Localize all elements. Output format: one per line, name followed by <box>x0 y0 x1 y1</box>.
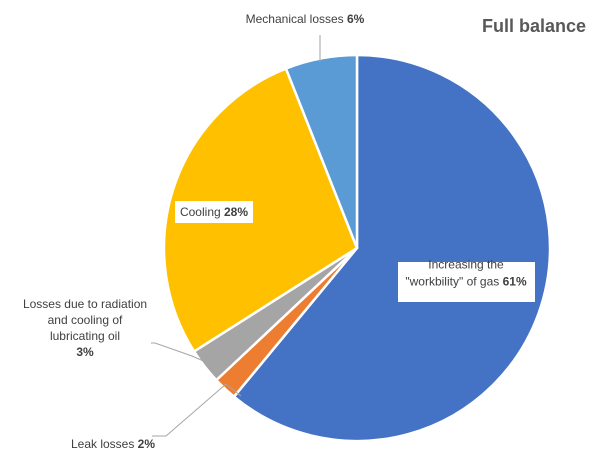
pie-slice <box>232 53 552 443</box>
data-label-value: 61% <box>499 275 527 289</box>
data-label-text: lubricating oil <box>50 329 120 343</box>
data-label: Leak losses 2% <box>71 437 155 450</box>
data-label-box <box>175 201 253 223</box>
data-label: Losses due to radiation and cooling of lub… <box>23 297 147 359</box>
data-label-text: Cooling <box>180 205 221 219</box>
leader-line <box>152 383 242 437</box>
data-label-text: Increasing the <box>428 258 504 272</box>
data-label: Increasing the "workbility" of gas 61% <box>405 258 527 289</box>
data-label-box <box>398 262 535 302</box>
data-label-text: Losses due to radiation <box>23 297 147 311</box>
data-label-text: and cooling of <box>48 313 123 327</box>
pie-slice <box>284 53 359 250</box>
leader-line <box>151 342 209 364</box>
pie-slice <box>162 67 359 353</box>
chart-title: Full balance <box>482 16 586 36</box>
data-label-text: "workbility" of gas <box>405 275 499 289</box>
data-label-value: 3% <box>76 345 94 359</box>
data-label-value: 28% <box>221 205 249 219</box>
data-label: Cooling 28% <box>180 205 248 219</box>
data-label: Mechanical losses 6% <box>246 12 365 26</box>
data-label-value: 6% <box>344 12 365 26</box>
data-label-value: 2% <box>134 437 155 450</box>
data-label-text: Mechanical losses <box>246 12 344 26</box>
data-label-text: Leak losses <box>71 437 134 450</box>
